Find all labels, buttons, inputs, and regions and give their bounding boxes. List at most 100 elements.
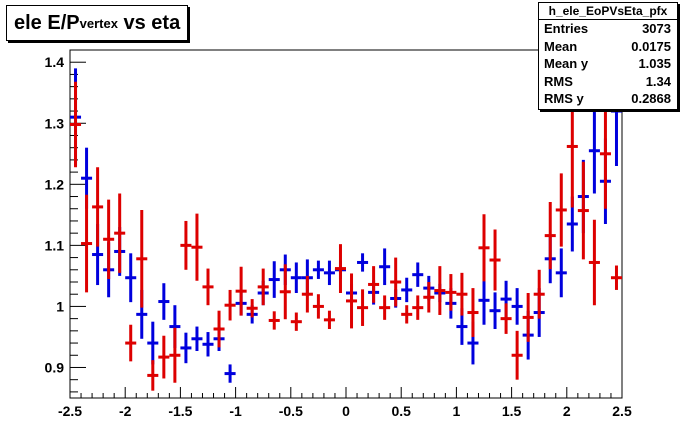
x-tick-label: 2 bbox=[563, 403, 571, 419]
stats-box: h_ele_EoPVsEta_pfx Entries 3073 Mean 0.0… bbox=[538, 2, 678, 110]
y-tick-label: 1.2 bbox=[45, 176, 65, 192]
y-tick-label: 1.3 bbox=[45, 115, 65, 131]
data-point bbox=[489, 292, 501, 330]
data-point bbox=[136, 209, 148, 308]
stats-label: Mean bbox=[544, 38, 578, 54]
data-point bbox=[169, 327, 181, 383]
data-point bbox=[610, 265, 622, 290]
stats-row-mean-y: Mean y 1.035 bbox=[539, 55, 677, 73]
data-point bbox=[147, 321, 159, 365]
data-point bbox=[346, 273, 358, 329]
data-point bbox=[114, 193, 126, 273]
data-point bbox=[268, 261, 280, 298]
x-tick-label: -0.5 bbox=[279, 403, 303, 419]
x-tick-label: -2 bbox=[119, 403, 132, 419]
x-tick-label: 1.5 bbox=[502, 403, 522, 419]
data-point bbox=[379, 248, 391, 286]
stats-value: 1.035 bbox=[638, 56, 671, 71]
x-tick-label: 0.5 bbox=[391, 403, 411, 419]
data-point bbox=[290, 262, 302, 293]
data-point bbox=[456, 272, 468, 316]
chart-title-subscript: vertex bbox=[79, 15, 118, 31]
data-point bbox=[334, 244, 346, 293]
y-tick-label: 0.9 bbox=[45, 359, 65, 375]
x-tick-label: 0 bbox=[342, 403, 350, 419]
x-tick-label: -1.5 bbox=[168, 403, 192, 419]
data-point bbox=[158, 283, 170, 320]
data-point bbox=[268, 311, 280, 330]
data-point bbox=[257, 268, 269, 306]
data-point bbox=[191, 213, 203, 281]
data-point bbox=[555, 173, 567, 247]
data-point bbox=[368, 266, 380, 303]
data-point bbox=[357, 253, 369, 272]
data-point bbox=[312, 260, 324, 279]
data-point bbox=[533, 269, 545, 319]
data-point bbox=[423, 282, 435, 313]
stats-value: 0.2868 bbox=[631, 91, 671, 106]
stats-label: Entries bbox=[544, 21, 589, 36]
series-red bbox=[70, 81, 622, 391]
data-point bbox=[103, 199, 115, 279]
stats-value: 0.0175 bbox=[631, 38, 671, 54]
data-point bbox=[224, 364, 236, 383]
y-tick-label: 1.4 bbox=[45, 54, 65, 70]
data-point bbox=[478, 214, 490, 282]
data-point bbox=[125, 253, 137, 303]
data-point bbox=[544, 202, 556, 270]
data-point bbox=[213, 310, 225, 348]
data-point bbox=[401, 305, 413, 324]
stats-value: 3073 bbox=[642, 21, 671, 36]
data-point bbox=[522, 292, 534, 342]
data-point bbox=[323, 310, 335, 330]
chart-title-main: ele E/P bbox=[14, 11, 80, 34]
data-point bbox=[599, 98, 611, 209]
data-point bbox=[401, 277, 413, 303]
chart-title-suffix: vs eta bbox=[117, 11, 181, 34]
x-tick-label: 1 bbox=[453, 403, 461, 419]
x-tick-label: -1 bbox=[229, 403, 242, 419]
data-point bbox=[180, 220, 192, 270]
data-point bbox=[279, 264, 291, 320]
data-point bbox=[235, 266, 247, 316]
data-point bbox=[412, 295, 424, 320]
data-point bbox=[412, 262, 424, 287]
data-point bbox=[500, 303, 512, 334]
data-point bbox=[390, 257, 402, 307]
x-axis: -2.5 -2 -1.5 -1 -0.5 0 0.5 1 1.5 2 2.5 bbox=[58, 387, 632, 419]
data-point bbox=[577, 161, 589, 260]
data-point bbox=[379, 295, 391, 320]
data-point bbox=[202, 268, 214, 306]
stats-label: RMS bbox=[544, 73, 573, 89]
data-point bbox=[125, 324, 137, 362]
data-point bbox=[224, 289, 236, 321]
data-point bbox=[246, 299, 258, 318]
stats-row-rms: RMS 1.34 bbox=[539, 73, 677, 91]
data-point bbox=[467, 288, 479, 337]
data-point bbox=[158, 335, 170, 379]
stats-row-rms-y: RMS y 0.2868 bbox=[539, 90, 677, 108]
data-point bbox=[445, 274, 457, 311]
data-point bbox=[70, 81, 82, 168]
data-point bbox=[434, 266, 446, 315]
y-axis: 0.9 1 1.1 1.2 1.3 1.4 bbox=[45, 49, 86, 393]
stats-row-mean: Mean 0.0175 bbox=[539, 38, 677, 56]
data-point bbox=[301, 275, 313, 313]
data-point bbox=[323, 260, 335, 286]
data-point bbox=[81, 194, 93, 293]
x-tick-label: -2.5 bbox=[58, 403, 82, 419]
data-point bbox=[489, 229, 501, 291]
data-point bbox=[511, 330, 523, 380]
chart-title: ele E/P vertex vs eta bbox=[6, 5, 189, 41]
data-point bbox=[357, 289, 369, 326]
data-point bbox=[180, 332, 192, 364]
data-point bbox=[511, 288, 523, 325]
stats-label: Mean y bbox=[544, 56, 589, 71]
stats-histogram-name: h_ele_EoPVsEta_pfx bbox=[539, 3, 677, 20]
y-tick-label: 1.1 bbox=[45, 237, 65, 253]
stats-value: 1.34 bbox=[645, 73, 671, 89]
data-point bbox=[478, 275, 490, 325]
stats-label: RMS y bbox=[544, 91, 584, 106]
data-point bbox=[147, 360, 159, 391]
